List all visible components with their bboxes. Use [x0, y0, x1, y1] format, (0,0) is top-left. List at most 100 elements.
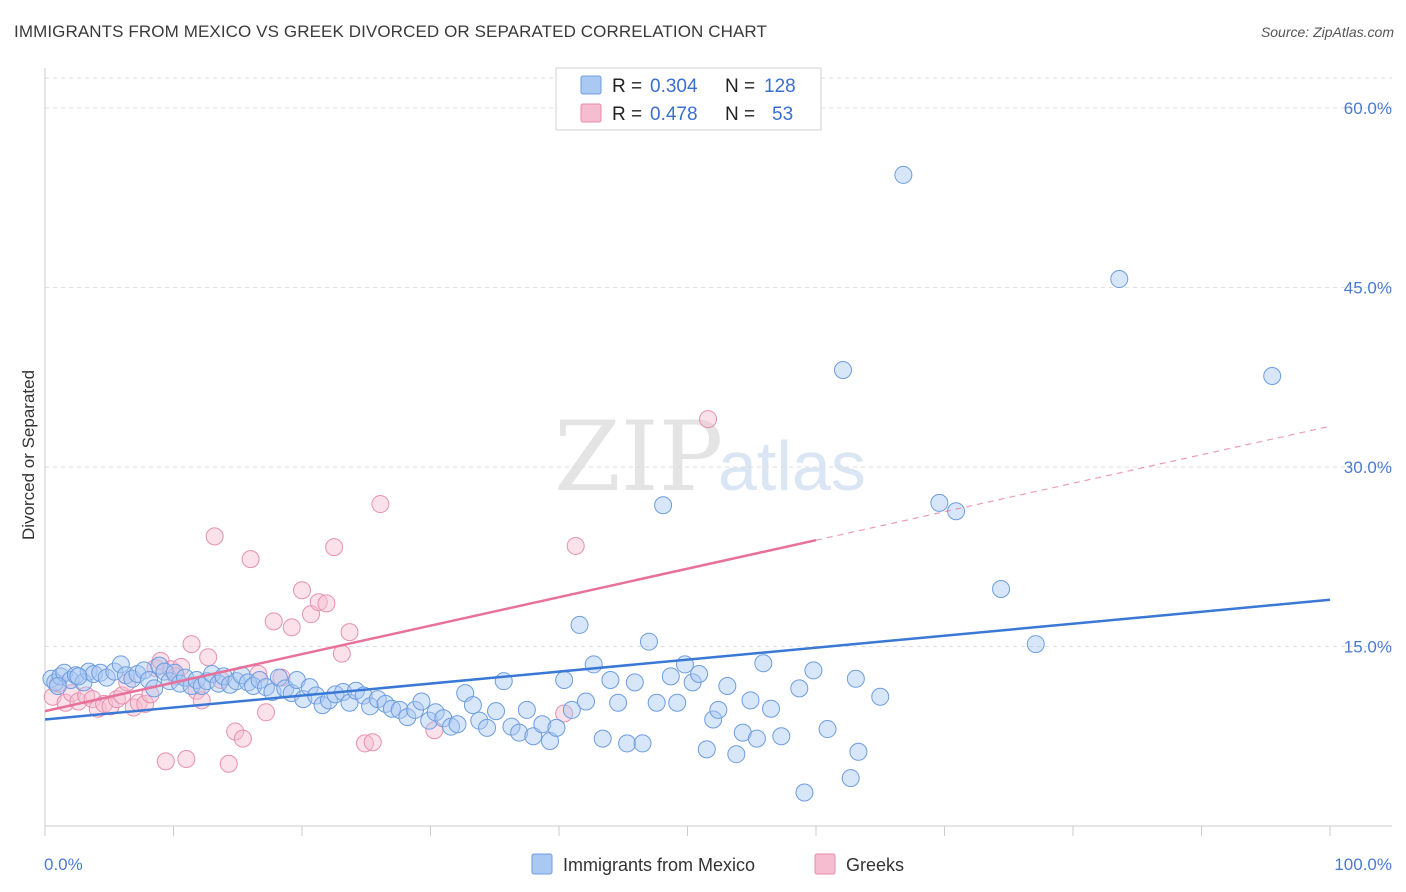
data-point-mexico [584, 655, 603, 674]
data-point-greeks [371, 495, 390, 514]
data-point-mexico [562, 700, 581, 719]
data-point-mexico [1263, 366, 1282, 385]
trend-lines [44, 425, 1331, 721]
legend-n-value: 128 [764, 76, 796, 97]
data-point-mexico [654, 496, 673, 515]
y-tick-label: 60.0% [1344, 99, 1392, 118]
y-tick-label: 15.0% [1344, 637, 1392, 656]
data-point-mexico [795, 783, 814, 802]
data-point-mexico [772, 727, 791, 746]
y-tick-label: 45.0% [1344, 278, 1392, 297]
data-point-greeks [182, 635, 201, 654]
data-point-mexico [150, 656, 169, 675]
legend-swatch-greeks [580, 103, 602, 123]
data-point-greeks [241, 550, 260, 569]
data-point-greeks [205, 527, 224, 546]
legend-r-label: R = [612, 76, 642, 97]
data-point-mexico [790, 679, 809, 698]
legend-n-label: N = [725, 104, 755, 125]
source-credit: Source: ZipAtlas.com [1260, 24, 1394, 40]
data-point-mexico [105, 662, 124, 681]
data-point-mexico [609, 693, 628, 712]
trend-line-greeks [44, 538, 817, 713]
data-point-mexico [846, 669, 865, 688]
mexico-points [42, 165, 1282, 802]
data-point-mexico [833, 361, 852, 380]
data-point-greeks [309, 593, 328, 612]
data-point-mexico [69, 667, 88, 686]
x-tick-label: 100.0% [1334, 855, 1392, 874]
data-point-mexico [541, 732, 560, 751]
data-point-greeks [199, 648, 218, 667]
trend-line-greeks-extension [815, 425, 1331, 541]
data-point-mexico [704, 710, 723, 729]
data-point-mexico [570, 615, 589, 634]
data-point-mexico [382, 699, 401, 718]
data-point-mexico [470, 711, 489, 730]
data-point-greeks [340, 623, 359, 642]
data-point-greeks [363, 733, 382, 752]
data-point-mexico [668, 693, 687, 712]
chart-title: IMMIGRANTS FROM MEXICO VS GREEK DIVORCED… [14, 22, 767, 41]
data-point-mexico [463, 696, 482, 715]
data-point-greeks [282, 618, 301, 637]
data-point-mexico [718, 676, 737, 695]
legend-r-value: 0.478 [650, 104, 698, 125]
data-point-greeks [177, 749, 196, 768]
data-point-mexico [48, 676, 67, 695]
data-point-greeks [156, 752, 175, 771]
data-point-mexico [601, 670, 620, 689]
data-point-mexico [478, 718, 497, 737]
data-point-mexico [487, 702, 506, 721]
data-point-greeks [233, 729, 252, 748]
data-point-mexico [250, 670, 269, 689]
data-point-greeks [317, 594, 336, 613]
data-point-mexico [871, 687, 890, 706]
correlation-legend: R = 0.304 N = 128 R = 0.478 N = 53 [555, 67, 822, 131]
data-point-greeks [566, 536, 585, 555]
data-point-mexico [269, 668, 288, 687]
data-point-mexico [947, 502, 966, 521]
data-point-mexico [555, 670, 574, 689]
data-point-mexico [1026, 635, 1045, 654]
data-point-mexico [647, 693, 666, 712]
data-point-mexico [227, 672, 246, 691]
data-point-mexico [625, 673, 644, 692]
data-point-mexico [804, 661, 823, 680]
data-point-greeks [136, 694, 155, 713]
y-axis-label: Divorced or Separated [19, 370, 38, 540]
legend-n-value: 53 [772, 104, 793, 125]
data-point-greeks [699, 410, 718, 429]
watermark-zip: ZIP [554, 401, 723, 513]
data-point-mexico [524, 727, 543, 746]
data-point-mexico [690, 665, 709, 684]
data-point-mexico [239, 673, 258, 692]
legend-r-label: R = [612, 104, 642, 125]
legend-swatch-mexico [580, 75, 602, 95]
data-point-mexico [1110, 270, 1129, 289]
x-tick-label: 0.0% [44, 855, 83, 874]
watermark: ZIP atlas [554, 401, 866, 513]
data-point-mexico [727, 745, 746, 764]
data-point-mexico [894, 165, 913, 184]
data-point-mexico [361, 697, 380, 716]
data-point-greeks [257, 703, 276, 722]
data-point-mexico [709, 700, 728, 719]
data-point-greeks [293, 581, 311, 600]
data-point-greeks [264, 612, 283, 631]
data-point-mexico [697, 740, 716, 759]
trend-line-mexico [44, 598, 1331, 721]
legend-n-label: N = [725, 76, 755, 97]
series-legend: Immigrants from Mexico Greeks [531, 853, 904, 875]
legend-swatch-greeks [814, 853, 836, 875]
data-point-mexico [593, 729, 612, 748]
data-point-greeks [325, 538, 344, 557]
data-point-mexico [412, 692, 431, 711]
data-point-mexico [618, 734, 637, 753]
data-point-greeks [219, 754, 238, 773]
data-point-mexico [533, 715, 552, 734]
y-tick-labels: 15.0% 30.0% 45.0% 60.0% [1344, 99, 1392, 657]
data-point-mexico [741, 691, 760, 710]
data-point-mexico [79, 662, 98, 681]
data-point-mexico [448, 715, 467, 734]
